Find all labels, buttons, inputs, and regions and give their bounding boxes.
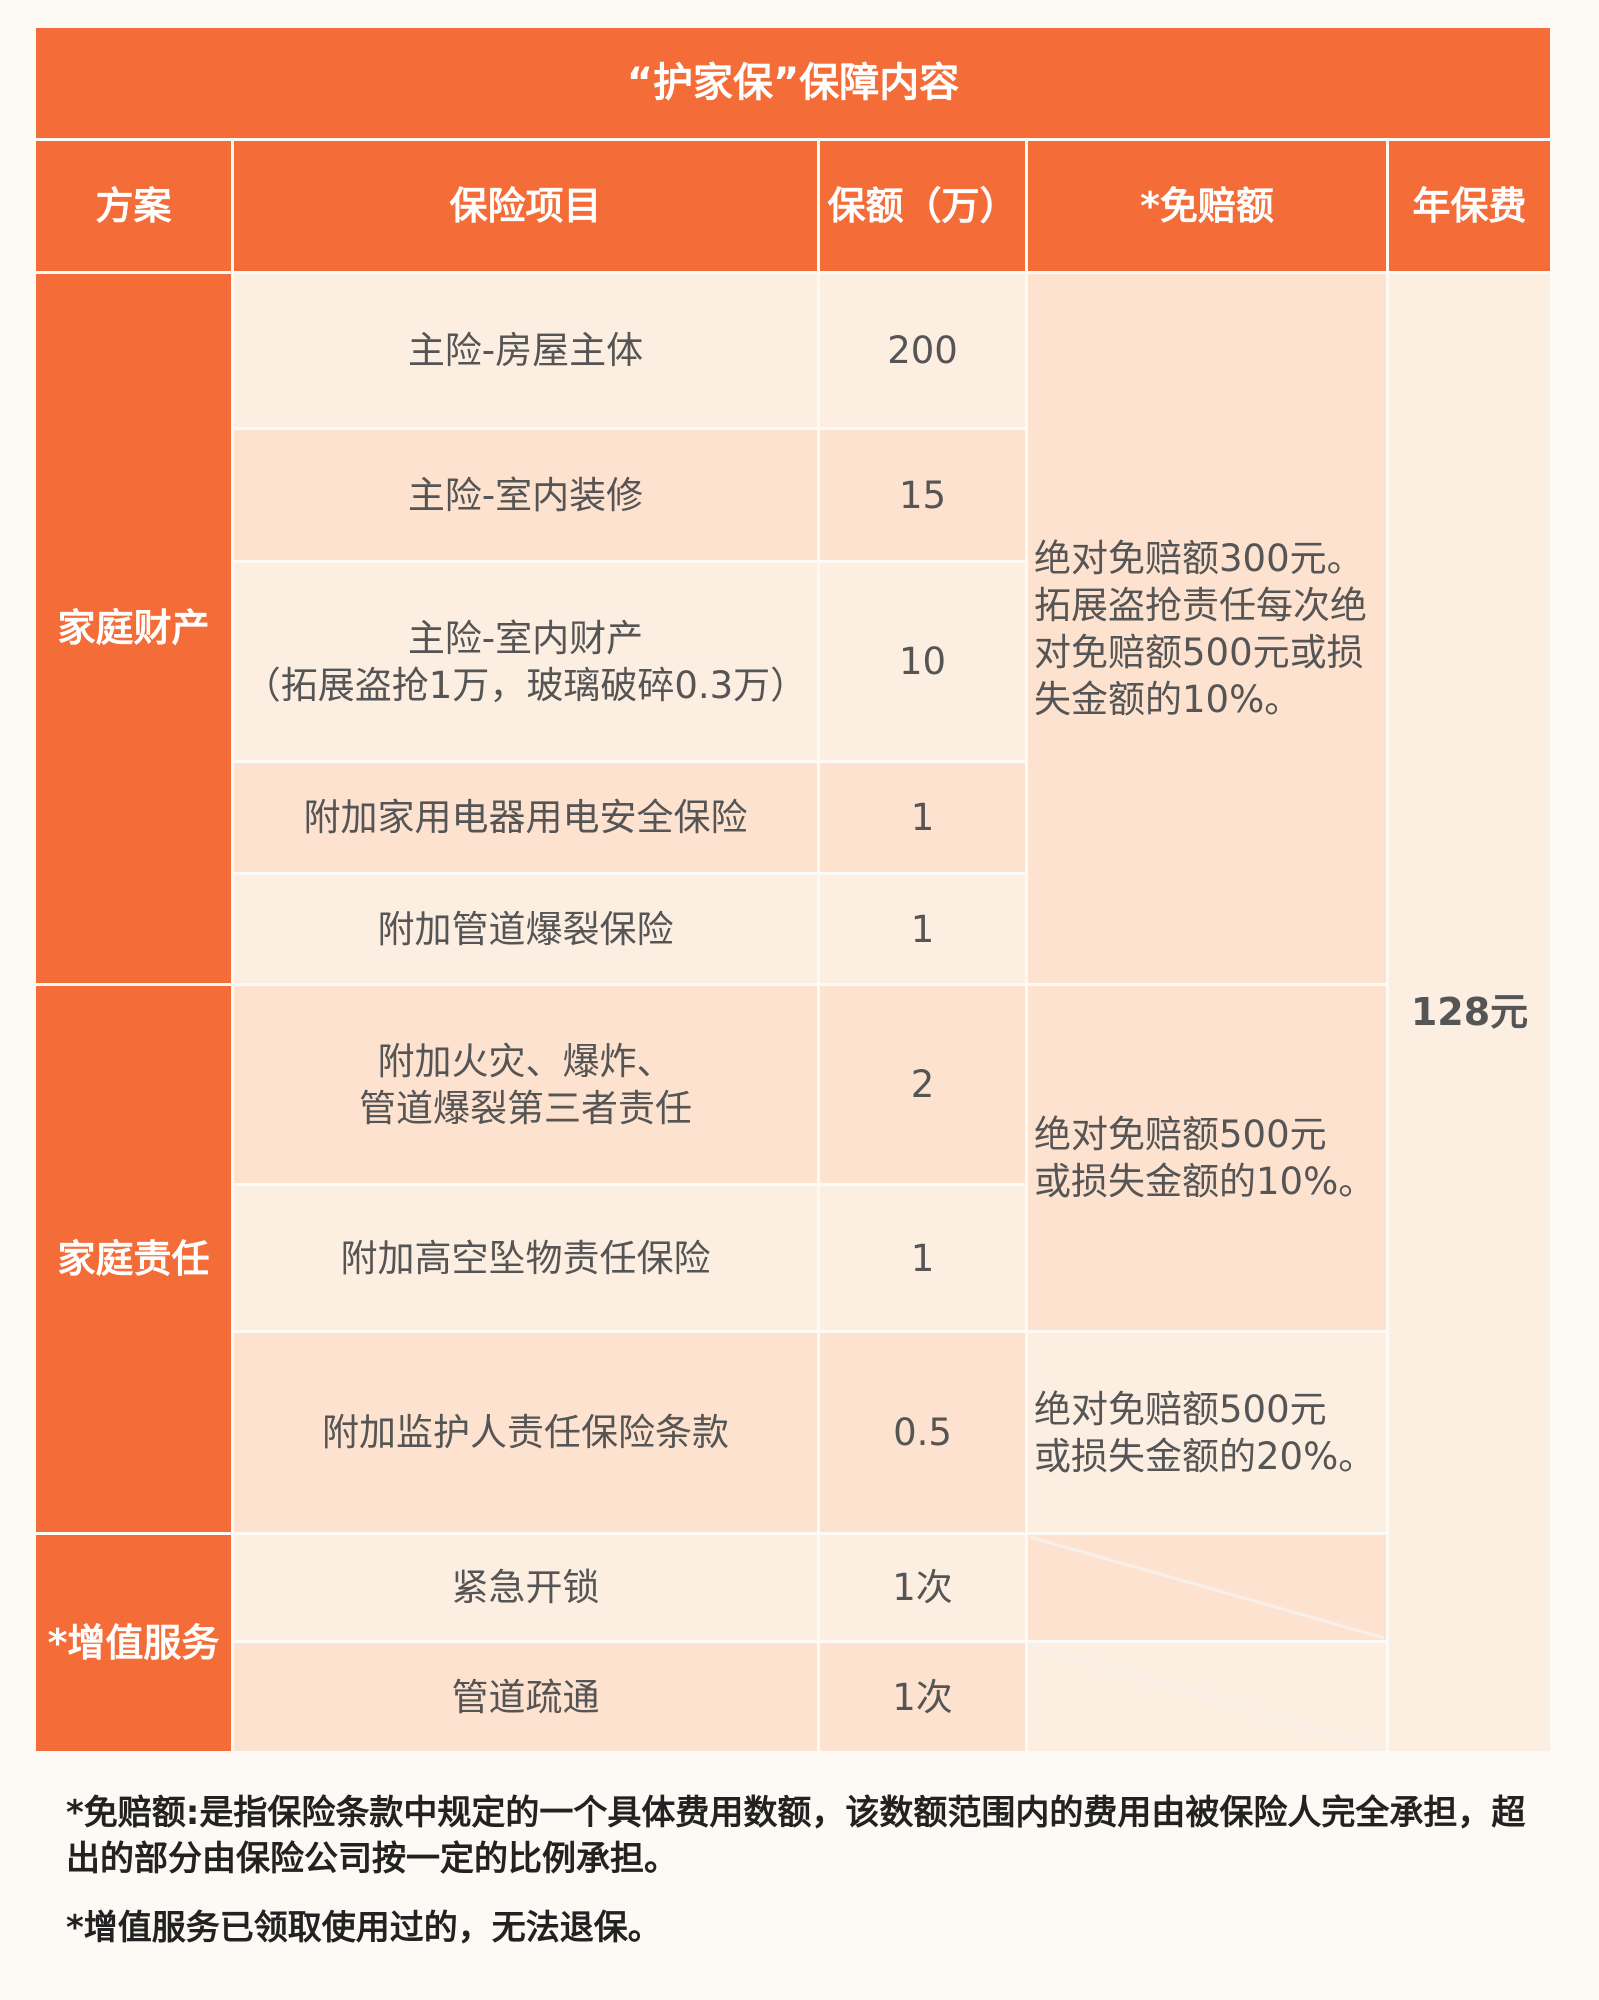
header-annual-fee: 年保费 xyxy=(1389,141,1550,271)
deductible-empty xyxy=(1028,1535,1386,1640)
table-row-amount: 10 xyxy=(820,563,1025,760)
table-row-item: 主险-房屋主体 xyxy=(234,274,817,427)
header-amount: 保额（万） xyxy=(820,141,1025,271)
table-row-item: 主险-室内装修 xyxy=(234,430,817,560)
table-row-amount: 1 xyxy=(820,875,1025,983)
footnote-deductible: *免赔额:是指保险条款中规定的一个具体费用数额，该数额范围内的费用由被保险人完全… xyxy=(66,1793,1526,1879)
table-row-amount: 1 xyxy=(820,763,1025,872)
table-row-item: 主险-室内财产 （拓展盗抢1万，玻璃破碎0.3万） xyxy=(234,563,817,760)
table-row-item: 附加高空坠物责任保险 xyxy=(234,1186,817,1330)
deductible-liability: 绝对免赔额500元 或损失金额的10%。 xyxy=(1028,986,1386,1330)
table-row-amount: 200 xyxy=(820,274,1025,427)
deductible-guardian: 绝对免赔额500元 或损失金额的20%。 xyxy=(1028,1333,1386,1532)
deductible-empty xyxy=(1028,1643,1386,1751)
table-row-amount: 1 xyxy=(820,1186,1025,1330)
plan-liability: 家庭责任 xyxy=(36,986,231,1532)
table-row-item: 附加管道爆裂保险 xyxy=(234,875,817,983)
header-deductible: *免赔额 xyxy=(1028,141,1386,271)
table-row-amount: 2 xyxy=(820,986,1025,1183)
table-row-amount: 15 xyxy=(820,430,1025,560)
diagonal-slash xyxy=(1029,1643,1385,1751)
table-row-amount: 1次 xyxy=(820,1643,1025,1751)
table-title: “护家保”保障内容 xyxy=(36,28,1550,138)
table-row-item: 紧急开锁 xyxy=(234,1535,817,1640)
table-row-amount: 0.5 xyxy=(820,1333,1025,1532)
header-item: 保险项目 xyxy=(234,141,817,271)
table-row-item: 附加火灾、爆炸、 管道爆裂第三者责任 xyxy=(234,986,817,1183)
table-row-item: 附加家用电器用电安全保险 xyxy=(234,763,817,872)
deductible-property: 绝对免赔额300元。 拓展盗抢责任每次绝 对免赔额500元或损 失金额的10%。 xyxy=(1028,274,1386,983)
annual-fee: 128元 xyxy=(1389,274,1550,1751)
table-row-amount: 1次 xyxy=(820,1535,1025,1640)
header-plan: 方案 xyxy=(36,141,231,271)
plan-property: 家庭财产 xyxy=(36,274,231,983)
diagonal-slash xyxy=(1029,1535,1385,1640)
table-row-item: 附加监护人责任保险条款 xyxy=(234,1333,817,1532)
plan-service: *增值服务 xyxy=(36,1535,231,1751)
footnote-service: *增值服务已领取使用过的，无法退保。 xyxy=(66,1908,662,1948)
table-row-item: 管道疏通 xyxy=(234,1643,817,1751)
